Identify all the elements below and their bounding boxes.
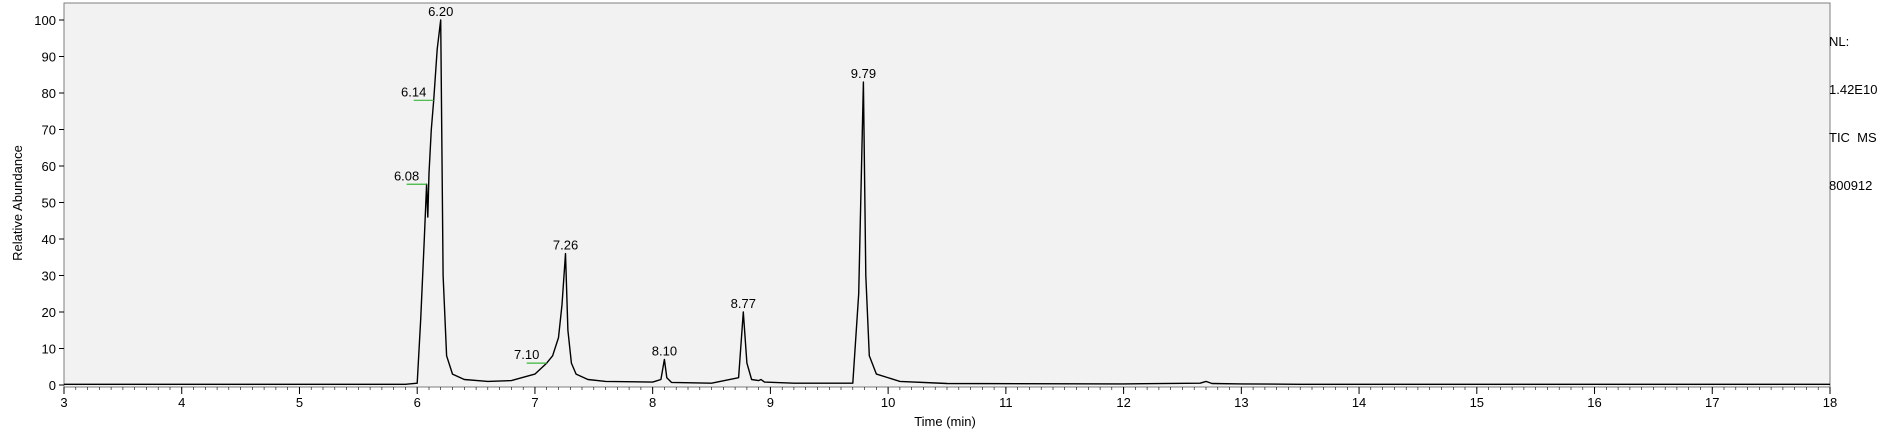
x-tick-label: 11 [999, 395, 1013, 410]
scan-filter: TIC MS [1829, 130, 1877, 145]
peak-label: 6.20 [428, 4, 453, 19]
nl-value: 1.42E10 [1829, 82, 1878, 97]
y-tick-label: 50 [42, 196, 56, 211]
x-tick-label: 8 [649, 395, 656, 410]
peak-label: 7.26 [553, 238, 578, 253]
file-name: 800912 [1829, 178, 1873, 193]
x-tick-label: 5 [296, 395, 303, 410]
x-tick-label: 9 [767, 395, 774, 410]
tic-trace-line [64, 19, 1830, 385]
x-tick-label: 7 [531, 395, 538, 410]
x-tick-label: 15 [1470, 395, 1484, 410]
x-tick-label: 10 [881, 395, 895, 410]
x-tick-label: 6 [414, 395, 421, 410]
plot-area [63, 2, 1831, 388]
x-tick-label: 17 [1705, 395, 1719, 410]
x-tick-label: 14 [1352, 395, 1366, 410]
y-tick-label: 90 [42, 50, 56, 65]
y-tick-label: 70 [42, 123, 56, 138]
x-tick-label: 18 [1823, 395, 1837, 410]
x-tick-label: 3 [60, 395, 67, 410]
y-tick-label: 0 [49, 378, 56, 393]
peak-label: 8.10 [652, 343, 677, 358]
y-tick-label: 30 [42, 269, 56, 284]
x-minor-ticks [63, 387, 1831, 390]
peak-label: 8.77 [731, 296, 756, 311]
peak-label: 9.79 [851, 66, 876, 81]
peak-label: 6.14 [401, 84, 426, 99]
y-tick-label: 60 [42, 159, 56, 174]
peak-label: 6.08 [394, 168, 419, 183]
x-tick-label: 13 [1234, 395, 1248, 410]
x-axis-title: Time (min) [914, 414, 976, 429]
y-tick-label: 80 [42, 86, 56, 101]
y-tick-label: 10 [42, 342, 56, 357]
x-tick-label: 16 [1587, 395, 1601, 410]
y-tick-label: 100 [34, 13, 56, 28]
peak-label: 7.10 [514, 347, 539, 362]
nl-label: NL: [1829, 34, 1850, 49]
x-tick-label: 12 [1116, 395, 1130, 410]
x-tick-label: 4 [178, 395, 185, 410]
y-tick-label: 40 [42, 232, 56, 247]
normalization-info: NL: 1.42E10 TIC MS 800912 [1829, 2, 1877, 210]
y-tick-label: 20 [42, 305, 56, 320]
y-axis-title: Relative Abundance [10, 145, 25, 261]
